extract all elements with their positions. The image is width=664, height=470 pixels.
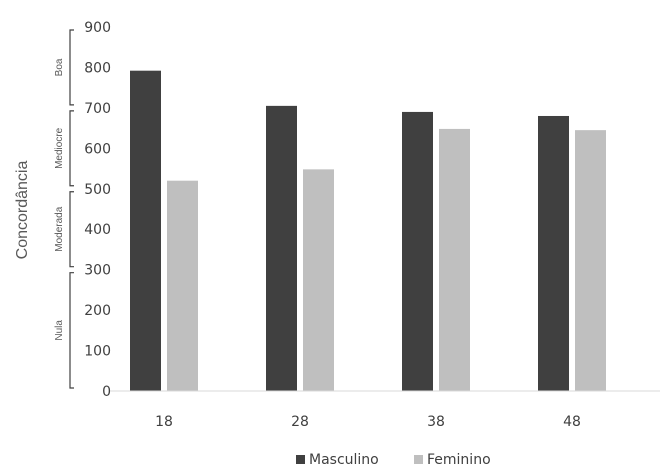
y-tick-label: 500 (84, 182, 111, 198)
band-bracket: Nula (54, 272, 74, 389)
bar-feminino-28 (303, 169, 334, 391)
band-label: Moderada (54, 206, 65, 251)
y-tick-label: 700 (84, 101, 111, 117)
legend-item-feminino: Feminino (414, 452, 491, 468)
bar-feminino-48 (575, 130, 606, 391)
band-bracket-line (69, 29, 74, 106)
legend: Masculino Feminino (296, 452, 491, 468)
legend-swatch (296, 455, 305, 464)
band-bracket: Moderada (54, 191, 74, 268)
band-bracket: Mediocre (54, 110, 74, 187)
band-label: Boa (54, 58, 65, 76)
y-tick-label: 300 (84, 263, 111, 279)
band-label: Nula (54, 320, 65, 341)
bar-masculino-28 (266, 105, 297, 391)
band-label: Mediocre (54, 127, 65, 169)
legend-label: Feminino (427, 452, 491, 468)
y-axis-ticks: 0 100 200 300 400 500 600 700 800 900 (84, 20, 111, 400)
y-tick-label: 800 (84, 60, 111, 76)
legend-label: Masculino (309, 452, 379, 468)
y-tick-label: 400 (84, 222, 111, 238)
bar-masculino-48 (538, 115, 569, 391)
bar-masculino-38 (402, 111, 433, 391)
band-bracket-line (69, 272, 74, 389)
y-axis-title: Concordância (14, 161, 31, 260)
bar-feminino-18 (167, 180, 198, 391)
y-tick-label: 900 (84, 20, 111, 36)
band-bracket-line (69, 191, 74, 268)
y-tick-label: 100 (84, 344, 111, 360)
legend-swatch (414, 455, 423, 464)
x-tick-label: 48 (563, 414, 581, 430)
y-tick-label: 0 (102, 384, 111, 400)
x-tick-label: 38 (427, 414, 445, 430)
band-bracket-line (69, 110, 74, 187)
x-tick-label: 18 (155, 414, 173, 430)
band-bracket: Boa (54, 29, 74, 106)
y-tick-label: 600 (84, 141, 111, 157)
bar-feminino-38 (439, 128, 470, 392)
bar-masculino-18 (130, 70, 161, 392)
bars (130, 70, 606, 392)
x-tick-label: 28 (291, 414, 309, 430)
x-axis-ticks: 18 28 38 48 (155, 414, 581, 430)
band-brackets: Nula Moderada Mediocre Boa (54, 29, 74, 389)
y-tick-label: 200 (84, 303, 111, 319)
legend-item-masculino: Masculino (296, 452, 379, 468)
